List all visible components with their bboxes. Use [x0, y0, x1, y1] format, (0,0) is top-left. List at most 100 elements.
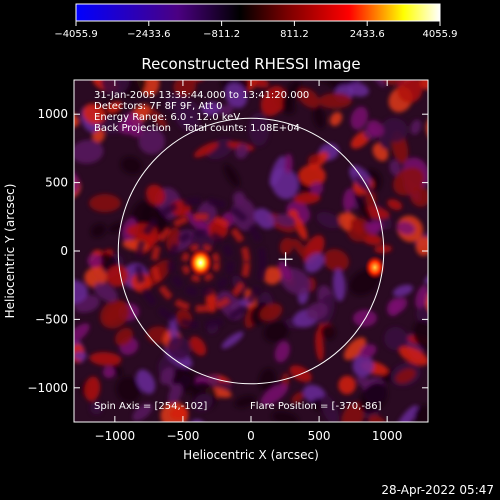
image-blob	[350, 106, 368, 130]
spin-axis-cross-marker	[278, 252, 293, 267]
colorbar-tick-label: 2433.6	[350, 29, 385, 40]
image-blob	[259, 303, 283, 322]
image-blob	[221, 331, 244, 349]
x-axis-label: Heliocentric X (arcsec)	[183, 448, 319, 462]
image-blob	[371, 80, 386, 88]
image-blob	[149, 107, 168, 129]
y-axis-tick-labels: 1000 500 0 −500 −1000	[27, 107, 68, 395]
image-blob	[389, 159, 401, 176]
image-blob	[315, 329, 324, 362]
image-blob	[415, 285, 428, 309]
image-blob	[146, 184, 166, 206]
image-blob	[374, 244, 393, 254]
image-blob	[123, 112, 144, 138]
x-axis-tick-labels: −1000 −500 0 500 1000	[95, 429, 403, 443]
ring-artefact	[151, 213, 251, 313]
image-blob	[130, 272, 152, 293]
image-blob	[410, 119, 422, 135]
image-blob	[82, 103, 106, 125]
colorbar-tick-label: −4055.9	[54, 29, 97, 40]
x-tick-label: 500	[308, 429, 331, 443]
image-blob	[74, 351, 87, 361]
image-blob	[367, 120, 384, 138]
image-blob	[398, 346, 428, 366]
image-blob	[304, 253, 325, 273]
image-blob	[419, 80, 428, 90]
image-blob	[275, 213, 296, 227]
image-blob	[74, 279, 88, 304]
image-blob	[312, 105, 326, 129]
image-blob	[102, 366, 115, 379]
image-blob	[258, 368, 277, 392]
image-blob	[269, 155, 286, 187]
image-blob	[387, 199, 403, 211]
image-blob	[169, 406, 189, 420]
image-blob	[271, 410, 299, 422]
image-blob	[89, 194, 121, 213]
image-blob	[274, 341, 290, 363]
image-blob	[173, 80, 197, 97]
image-blob	[392, 284, 413, 297]
image-blob	[159, 367, 175, 385]
image-blob	[136, 369, 156, 394]
annotation-method-counts: Back Projection Total counts: 1.08E+04	[94, 123, 300, 134]
image-blob	[225, 82, 248, 109]
image-blob	[262, 266, 282, 285]
image-blob	[106, 265, 129, 287]
image-blob	[395, 368, 416, 384]
image-blob	[338, 213, 351, 231]
image-blob	[201, 101, 222, 116]
image-blob	[219, 104, 234, 116]
image-blob	[233, 191, 246, 205]
footer-timestamp: 28-Apr-2022 05:47	[381, 483, 494, 497]
image-blob	[389, 297, 408, 314]
colorbar-tick-label: −2433.6	[127, 29, 170, 40]
colorbar	[75, 3, 441, 22]
image-blob	[384, 326, 408, 351]
image-blob	[283, 153, 293, 175]
image-blob	[359, 344, 377, 359]
image-blob	[395, 405, 418, 422]
image-blob	[306, 302, 328, 321]
colorbar-tick-label: 811.2	[280, 29, 309, 40]
y-axis-label: Heliocentric Y (arcsec)	[3, 184, 17, 319]
image-blob	[293, 192, 321, 205]
image-blob	[381, 117, 408, 143]
image-blob	[87, 254, 102, 268]
image-blob	[223, 163, 240, 187]
y-tick-label: −500	[35, 312, 68, 326]
image-blob	[101, 80, 130, 95]
image-blob	[93, 282, 118, 302]
colorbar-labels: −4055.9 −2433.6 −811.2 811.2 2433.6 4055.9	[54, 29, 457, 40]
image-blob	[56, 67, 75, 87]
image-blob	[132, 403, 153, 422]
image-blob	[346, 217, 371, 242]
image-blob	[415, 236, 428, 256]
x-tick-label: −1000	[95, 429, 136, 443]
bright-source	[188, 248, 213, 277]
image-blob	[396, 221, 416, 235]
image-blob	[342, 188, 355, 212]
x-axis-ticks	[114, 80, 388, 422]
image-blob	[121, 80, 147, 98]
image-blob	[307, 154, 320, 165]
image-blob	[393, 167, 425, 196]
image-blob	[278, 261, 292, 281]
image-blob	[115, 376, 142, 403]
image-blob	[193, 393, 213, 412]
image-blob	[263, 320, 289, 343]
bright-source	[364, 255, 386, 280]
annotation-flare-position: Flare Position = [-370,-86]	[250, 401, 382, 412]
image-blob	[186, 212, 210, 235]
image-blob	[107, 101, 122, 113]
colorbar-tick-label: 4055.9	[423, 29, 458, 40]
x-tick-label: 0	[247, 429, 255, 443]
annotation-time-range: 31-Jan-2005 13:35:44.000 to 13:41:20.000	[94, 90, 309, 101]
image-blob	[260, 383, 289, 406]
image-blob	[247, 80, 269, 88]
image-blob	[365, 220, 380, 235]
image-blob	[332, 268, 346, 302]
ring-artefact	[167, 229, 235, 297]
image-blob	[291, 392, 305, 404]
